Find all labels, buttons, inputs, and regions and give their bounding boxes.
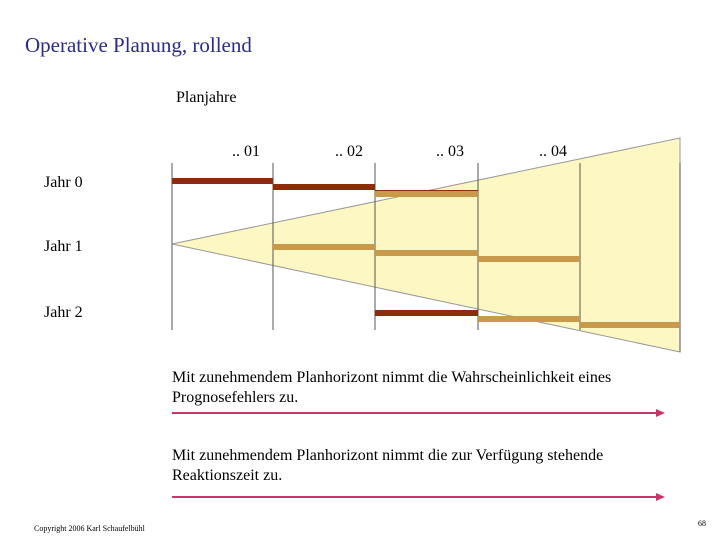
copyright-text: Copyright 2006 Karl Schaufelbühl	[34, 524, 145, 533]
plan-bar	[273, 244, 375, 250]
horizon-arrow-2-head	[656, 493, 665, 501]
slide-title: Operative Planung, rollend	[25, 33, 252, 57]
note-prognosis-error: Mit zunehmendem Planhorizont nimmt die W…	[172, 369, 612, 406]
column-label-04: .. 04	[539, 143, 567, 160]
column-label-01: .. 01	[232, 143, 260, 160]
plan-bar	[375, 250, 478, 256]
plan-bar	[273, 184, 375, 190]
horizon-arrow-1-head	[656, 409, 665, 417]
plan-bar	[375, 310, 478, 316]
forecast-cone	[171, 137, 681, 353]
plan-bar	[172, 178, 273, 184]
plan-bar	[478, 316, 580, 322]
row-label-jahr-2: Jahr 2	[44, 304, 83, 321]
note-reaction-time: Mit zunehmendem Planhorizont nimmt die z…	[172, 447, 604, 484]
plan-bar	[478, 256, 580, 262]
plan-bar	[580, 322, 680, 328]
plan-bar	[375, 191, 478, 197]
planjahre-label: Planjahre	[176, 89, 237, 106]
page-number: 68	[698, 519, 706, 528]
row-label-jahr-0: Jahr 0	[44, 174, 83, 191]
column-label-03: .. 03	[436, 143, 464, 160]
row-label-jahr-1: Jahr 1	[44, 238, 83, 255]
column-label-02: .. 02	[335, 143, 363, 160]
